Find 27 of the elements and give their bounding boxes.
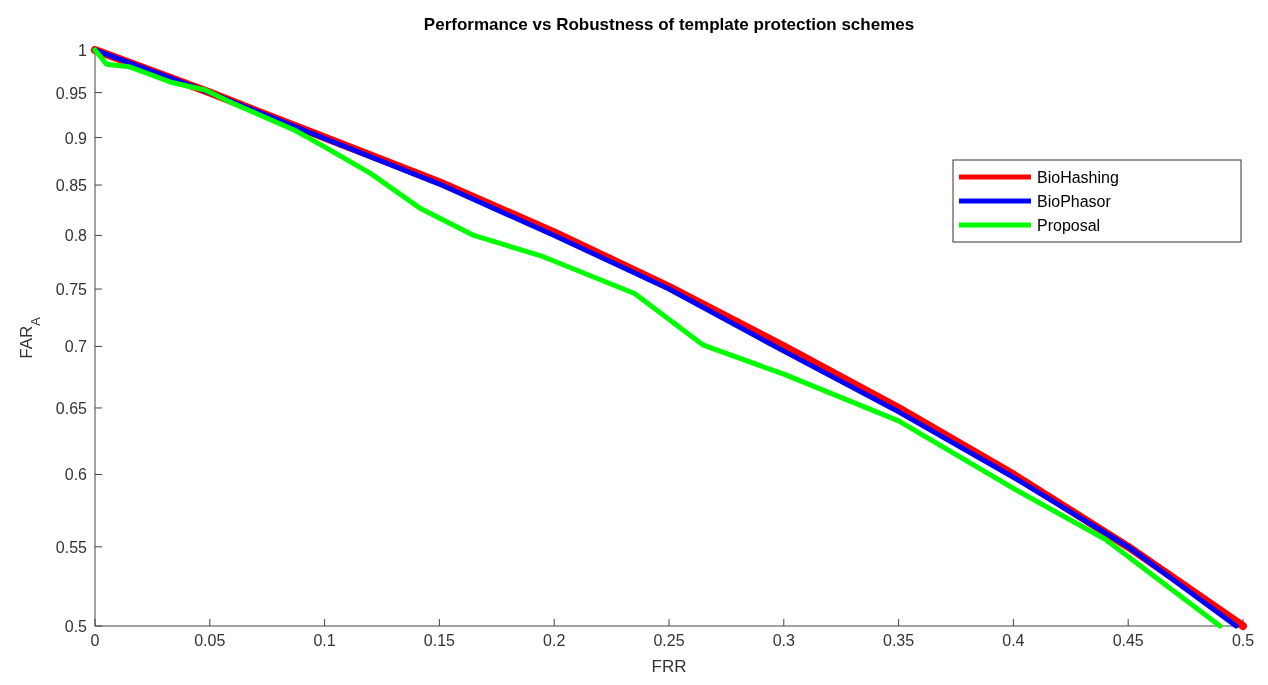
y-tick-label: 0.5 [64, 618, 88, 635]
x-axis-title: FRR [651, 657, 687, 676]
y-tick-label: 0.85 [55, 177, 88, 195]
x-tick-label: 0.15 [423, 632, 456, 649]
x-tick-label: 0 [90, 632, 100, 649]
x-tick-label: 0.2 [543, 632, 566, 649]
x-tick-label: 0.45 [1112, 632, 1144, 649]
x-tick-label: 0.35 [883, 632, 915, 649]
x-tick-label: 0.1 [313, 632, 336, 649]
y-tick-label: 0.8 [64, 227, 88, 245]
x-tick-label: 0.25 [653, 632, 685, 649]
legend-label: BioPhasor [1037, 193, 1112, 210]
y-tick-label: 0.6 [64, 466, 88, 484]
x-tick-label: 0.05 [194, 632, 226, 649]
legend-label: BioHashing [1037, 169, 1119, 186]
y-tick-label: 0.9 [64, 129, 88, 147]
chart-title: Performance vs Robustness of template protection schemes [423, 15, 915, 34]
x-tick-label: 0.4 [1002, 632, 1025, 649]
y-tick-label: 1 [78, 42, 88, 59]
y-tick-label: 0.75 [55, 281, 88, 299]
y-tick-label: 0.95 [55, 84, 88, 102]
y-tick-label: 0.65 [55, 399, 88, 417]
y-tick-label: 0.55 [55, 538, 88, 556]
legend-label: Proposal [1037, 217, 1101, 234]
x-tick-label: 0.5 [1231, 632, 1255, 649]
y-tick-label: 0.7 [64, 338, 88, 356]
x-tick-label: 0.3 [772, 632, 796, 649]
